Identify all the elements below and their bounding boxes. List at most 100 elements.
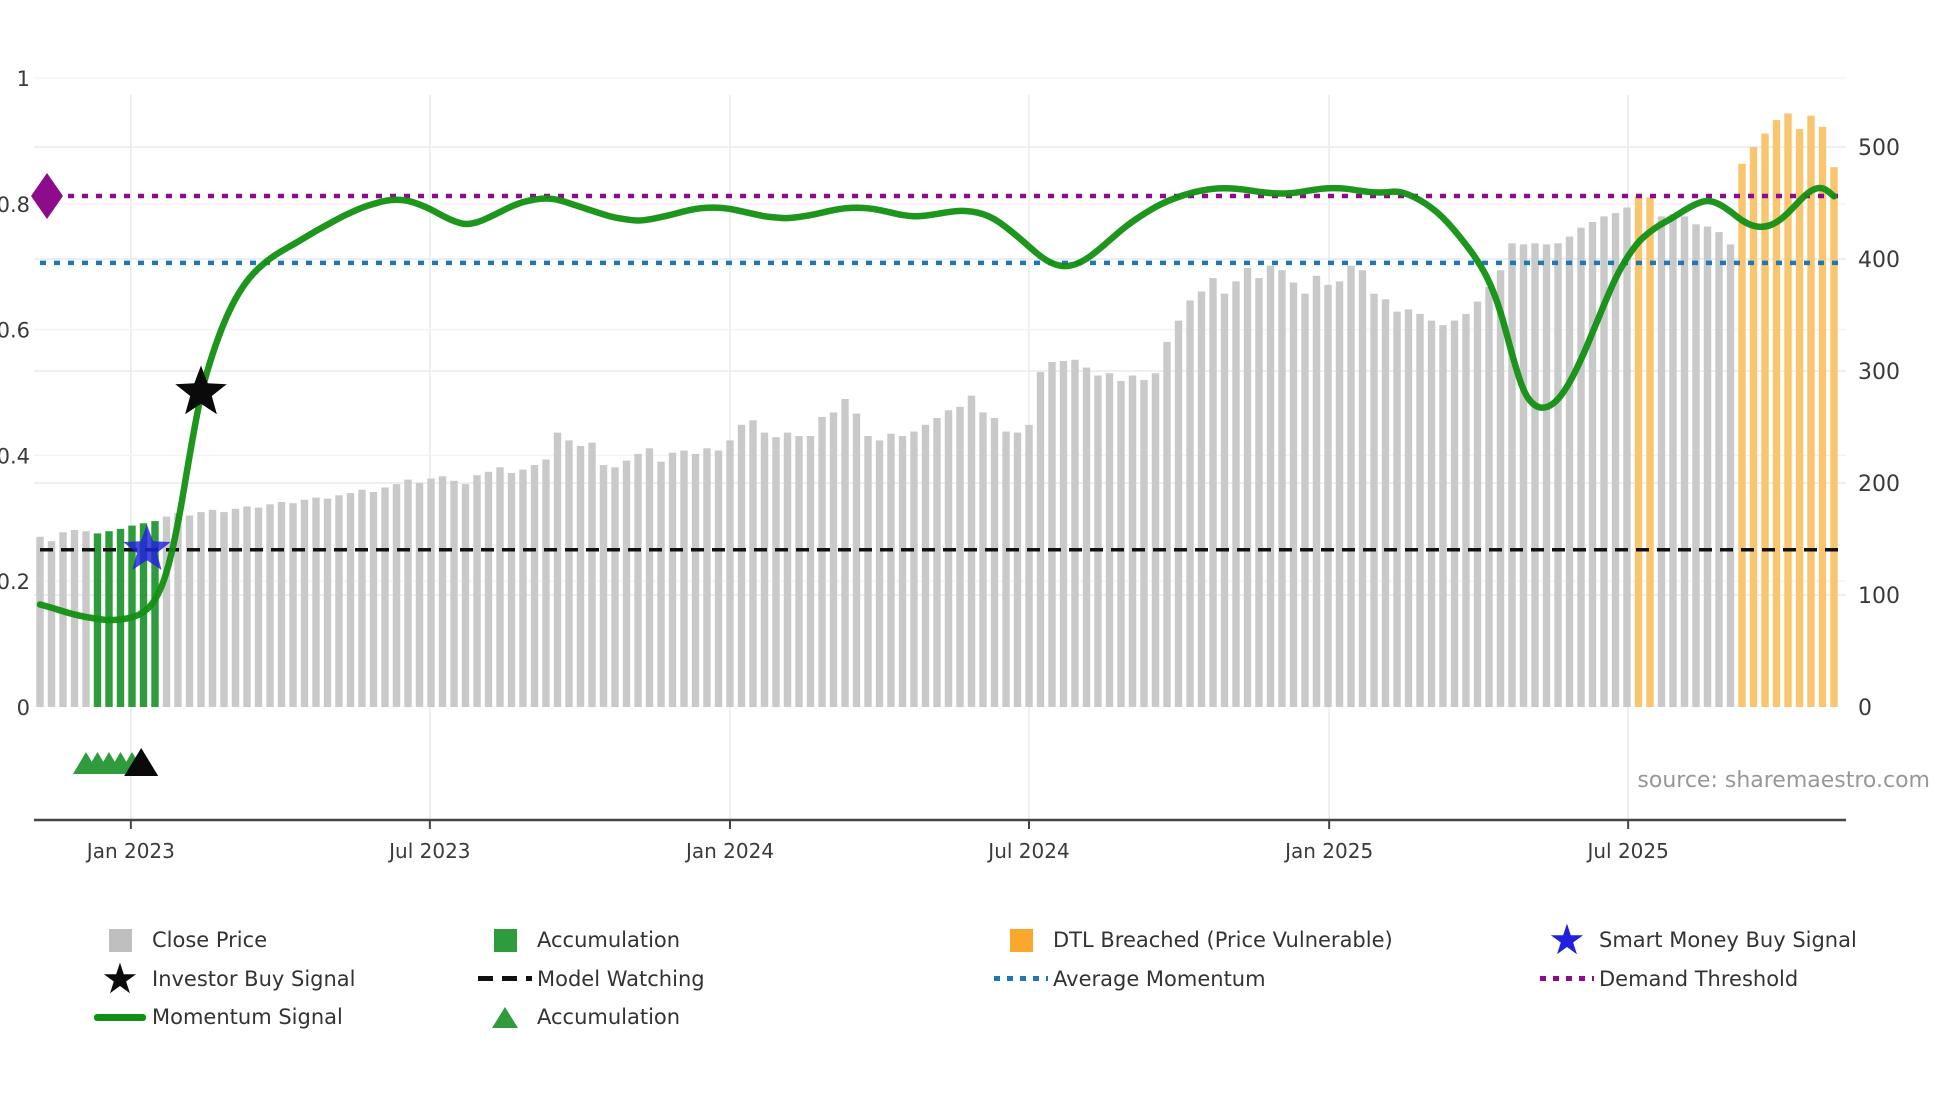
close-price-bar <box>1496 270 1505 707</box>
close-price-bar <box>231 508 240 707</box>
close-price-bar <box>415 483 424 707</box>
close-price-bar <box>1232 281 1240 707</box>
close-price-bar <box>1531 243 1539 708</box>
close-price-bar <box>1577 227 1585 707</box>
legend-label: Model Watching <box>537 966 705 991</box>
close-price-bar <box>254 507 263 707</box>
black-triangle-icon <box>124 748 159 776</box>
close-price-bar <box>220 512 228 707</box>
close-price-bar <box>542 459 550 707</box>
close-price-bar <box>174 513 182 707</box>
threshold-lines <box>40 193 1846 552</box>
close-price-bar <box>565 440 573 707</box>
close-price-bar <box>864 436 872 707</box>
close-price-bar <box>956 406 964 707</box>
accumulation-triangle-markers <box>73 748 159 776</box>
x-axis: Jan 2023 Jul 2023 Jan 2024 Jul 2024 Jan 2025… <box>34 818 1846 863</box>
close-price-bar <box>611 467 619 707</box>
close-price-bar <box>795 436 803 707</box>
close-price-bar <box>680 450 688 707</box>
close-price-bar <box>749 420 757 707</box>
close-price-bar <box>438 476 447 707</box>
dtl-breached-bar <box>1784 113 1792 707</box>
right-axis-tick-label: 400 <box>1858 248 1900 273</box>
close-price-bar <box>47 541 56 707</box>
dtl-breached-bar <box>1795 129 1804 708</box>
dtl-breached-bar <box>1646 197 1654 707</box>
close-price-bar <box>1197 291 1206 707</box>
left-axis-tick-label: 0.8 <box>0 193 30 217</box>
legend-item-accumulation-bar: Accumulation <box>473 921 705 960</box>
left-axis-tick-label: 0.2 <box>0 570 30 594</box>
close-price-bar <box>760 432 769 707</box>
legend-column-3: DTL Breached (Price Vulnerable) Average … <box>989 921 1393 998</box>
green-line-icon <box>94 1013 146 1021</box>
signal-markers <box>31 172 227 570</box>
legend-item-smart-money-buy-signal: ★ Smart Money Buy Signal <box>1535 919 1857 961</box>
close-price-bar <box>772 437 780 707</box>
close-price-bar <box>1439 325 1447 707</box>
dtl-breached-bar <box>1738 163 1746 708</box>
legend-column-4: ★ Smart Money Buy Signal Demand Threshol… <box>1535 919 1857 998</box>
close-price-bar <box>450 480 458 707</box>
green-square-icon <box>493 928 517 952</box>
legend-label: Momentum Signal <box>152 1005 343 1030</box>
black-star-icon: ★ <box>101 953 139 1003</box>
close-price-bar <box>1301 293 1309 707</box>
close-price-bar <box>1151 373 1160 707</box>
dtl-breached-bar <box>1807 115 1815 708</box>
dtl-breached-bar <box>1761 133 1769 708</box>
close-price-bar <box>323 498 332 707</box>
x-tick-label: Jan 2024 <box>684 839 774 863</box>
price-bars <box>36 113 1838 708</box>
close-price-bar <box>1002 431 1010 707</box>
right-axis-labels: 0 100 200 300 400 500 <box>1858 136 1900 721</box>
close-price-bar <box>714 450 723 707</box>
close-price-bar <box>921 424 930 707</box>
purple-dotted-line-icon <box>1540 976 1594 982</box>
green-triangle-icon <box>492 1006 518 1028</box>
legend-item-average-momentum: Average Momentum <box>989 960 1393 999</box>
close-price-bar <box>59 532 67 707</box>
close-price-bar <box>277 502 286 707</box>
close-price-bar <box>1048 362 1056 707</box>
legend-label: DTL Breached (Price Vulnerable) <box>1053 928 1393 953</box>
close-price-bar <box>875 440 884 707</box>
close-price-bar <box>1324 284 1332 707</box>
close-price-bar <box>266 504 274 707</box>
close-price-bar <box>703 448 711 707</box>
close-price-bar <box>944 410 953 707</box>
close-price-bar <box>335 495 343 707</box>
close-price-bar <box>1289 282 1298 707</box>
close-price-bar <box>1059 360 1068 707</box>
left-axis-tick-label: 0 <box>17 696 30 720</box>
close-price-bar <box>1623 207 1631 707</box>
close-price-bar <box>1508 243 1516 708</box>
smart-money-buy-signal-star-icon <box>123 524 171 570</box>
close-price-bar <box>1485 287 1493 707</box>
close-price-bar <box>208 509 217 707</box>
source-credit: source: sharemaestro.com <box>1637 768 1930 793</box>
close-price-bar <box>1347 265 1355 707</box>
investor-buy-signal-star-icon <box>175 365 227 415</box>
close-price-bar <box>898 436 907 707</box>
close-price-bar <box>1427 320 1436 707</box>
right-axis-tick-label: 100 <box>1858 584 1900 609</box>
close-price-bar <box>1680 216 1689 707</box>
close-price-bar <box>519 469 527 707</box>
dtl-breached-bar <box>1749 147 1758 707</box>
close-price-bar <box>1404 309 1413 707</box>
close-price-bar <box>634 453 642 707</box>
close-price-bar <box>461 484 470 707</box>
close-price-bar <box>289 503 297 707</box>
close-price-bar <box>346 493 355 707</box>
left-axis-tick-label: 1 <box>17 67 30 91</box>
close-price-bar <box>1312 275 1321 707</box>
close-price-bar <box>841 399 849 707</box>
close-price-swatch-icon <box>108 928 132 952</box>
black-dashed-line-icon <box>478 976 532 982</box>
close-price-bar <box>392 484 401 707</box>
demand-threshold-diamond-icon <box>31 172 63 219</box>
right-axis-tick-label: 0 <box>1858 696 1872 721</box>
legend-item-dtl-breached: DTL Breached (Price Vulnerable) <box>989 921 1393 960</box>
